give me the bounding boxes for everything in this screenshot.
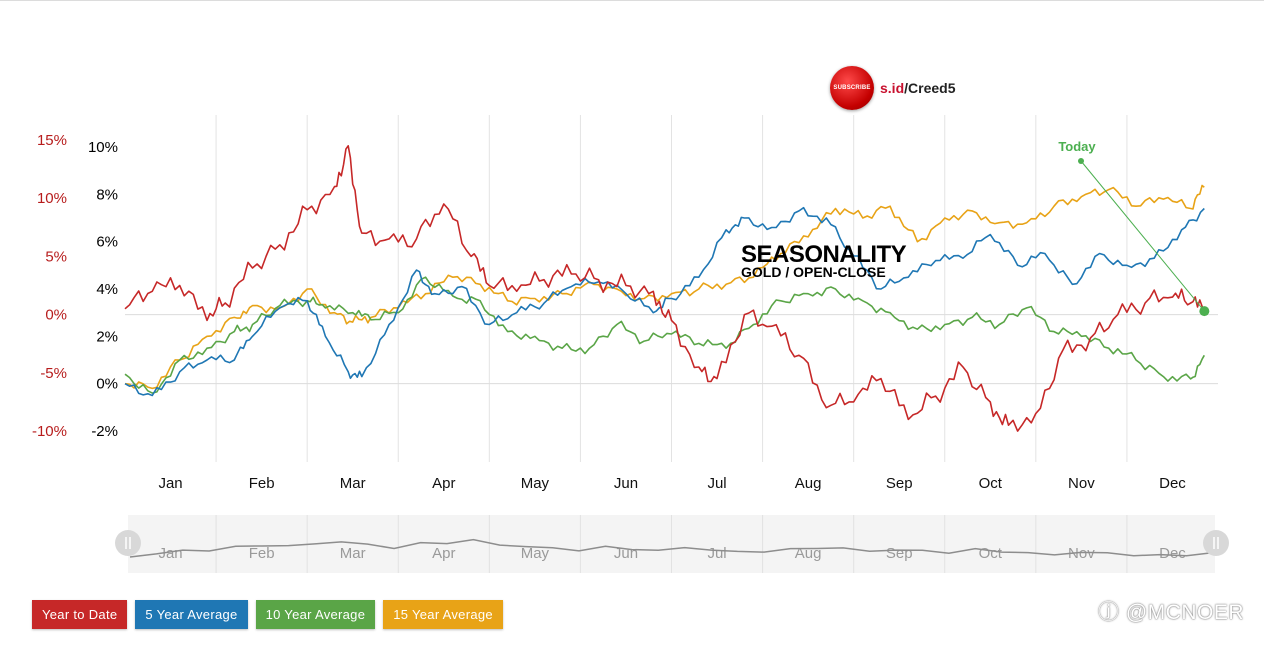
navigator-month-label: Nov [1068,545,1095,562]
y-left-tick-label: 10% [37,190,67,207]
series-line-year-to-date [124,145,1206,432]
x-tick-label: Jul [707,475,726,492]
y-left-tick-label: 5% [45,248,67,265]
x-tick-label: Sep [886,475,913,492]
watermark: ⓙ @MCNOER [1098,601,1244,624]
today-marker [1199,306,1210,317]
y-left-tick-label: -10% [32,423,67,440]
x-tick-label: Jun [614,475,638,492]
x-tick-label: Mar [340,475,366,492]
legend-5-year-average[interactable]: 5 Year Average [135,600,248,629]
today-label: Today [1058,139,1096,154]
subscribe-link-suffix: /Creed5 [904,80,956,96]
navigator-month-label: May [521,545,550,562]
x-tick-label: Oct [979,475,1003,492]
x-tick-label: Nov [1068,475,1095,492]
chart-title: SEASONALITY [741,241,907,268]
navigator-handle-left[interactable] [115,530,141,556]
subscribe-link-prefix: s.id [880,80,905,96]
series-line-10-year-average [124,276,1205,394]
subscribe-badge[interactable]: SUBSCRIBE s.id/Creed5 [830,66,955,110]
legend-15-year-average[interactable]: 15 Year Average [383,600,503,629]
navigator-month-label: Dec [1159,545,1186,562]
today-anchor-dot [1078,158,1084,164]
navigator-month-label: Jan [158,545,182,562]
x-tick-label: Jan [158,475,182,492]
legend-year-to-date[interactable]: Year to Date [32,600,128,629]
y-right-tick-label: -2% [91,423,118,440]
navigator-month-label: Apr [432,545,455,562]
y-left-tick-label: -5% [40,365,67,382]
y-right-tick-label: 8% [96,186,118,203]
top-divider [0,0,1264,1]
x-tick-label: Feb [249,475,275,492]
x-tick-label: Aug [795,475,822,492]
x-tick-label: Dec [1159,475,1186,492]
navigator-month-label: Feb [249,545,275,562]
y-left-tick-label: 0% [45,307,67,324]
y-left-tick-label: 15% [37,132,67,149]
y-right-tick-label: 0% [96,376,118,393]
subscribe-button[interactable]: SUBSCRIBE [830,66,874,110]
navigator-line [129,538,1214,558]
chart-subtitle: GOLD / OPEN-CLOSE [741,264,886,280]
x-tick-label: May [521,475,550,492]
legend: Year to Date 5 Year Average 10 Year Aver… [32,600,511,629]
watermark-text: @MCNOER [1125,601,1244,624]
navigator-month-label: Sep [886,545,913,562]
y-right-tick-label: 2% [96,328,118,345]
y-right-tick-label: 6% [96,234,118,251]
y-right-tick-label: 10% [88,139,118,156]
y-right-tick-label: 4% [96,281,118,298]
navigator-month-label: Jul [707,545,726,562]
today-connector [1080,160,1205,312]
x-tick-label: Apr [432,475,455,492]
navigator-month-label: Oct [979,545,1003,562]
series-line-15-year-average [124,184,1205,390]
subscribe-link[interactable]: s.id/Creed5 [880,80,955,96]
navigator-month-label: Mar [340,545,366,562]
navigator-handle-right[interactable] [1203,530,1229,556]
legend-10-year-average[interactable]: 10 Year Average [255,600,376,629]
series-line-5-year-average [124,206,1205,397]
navigator-month-label: Aug [795,545,822,562]
